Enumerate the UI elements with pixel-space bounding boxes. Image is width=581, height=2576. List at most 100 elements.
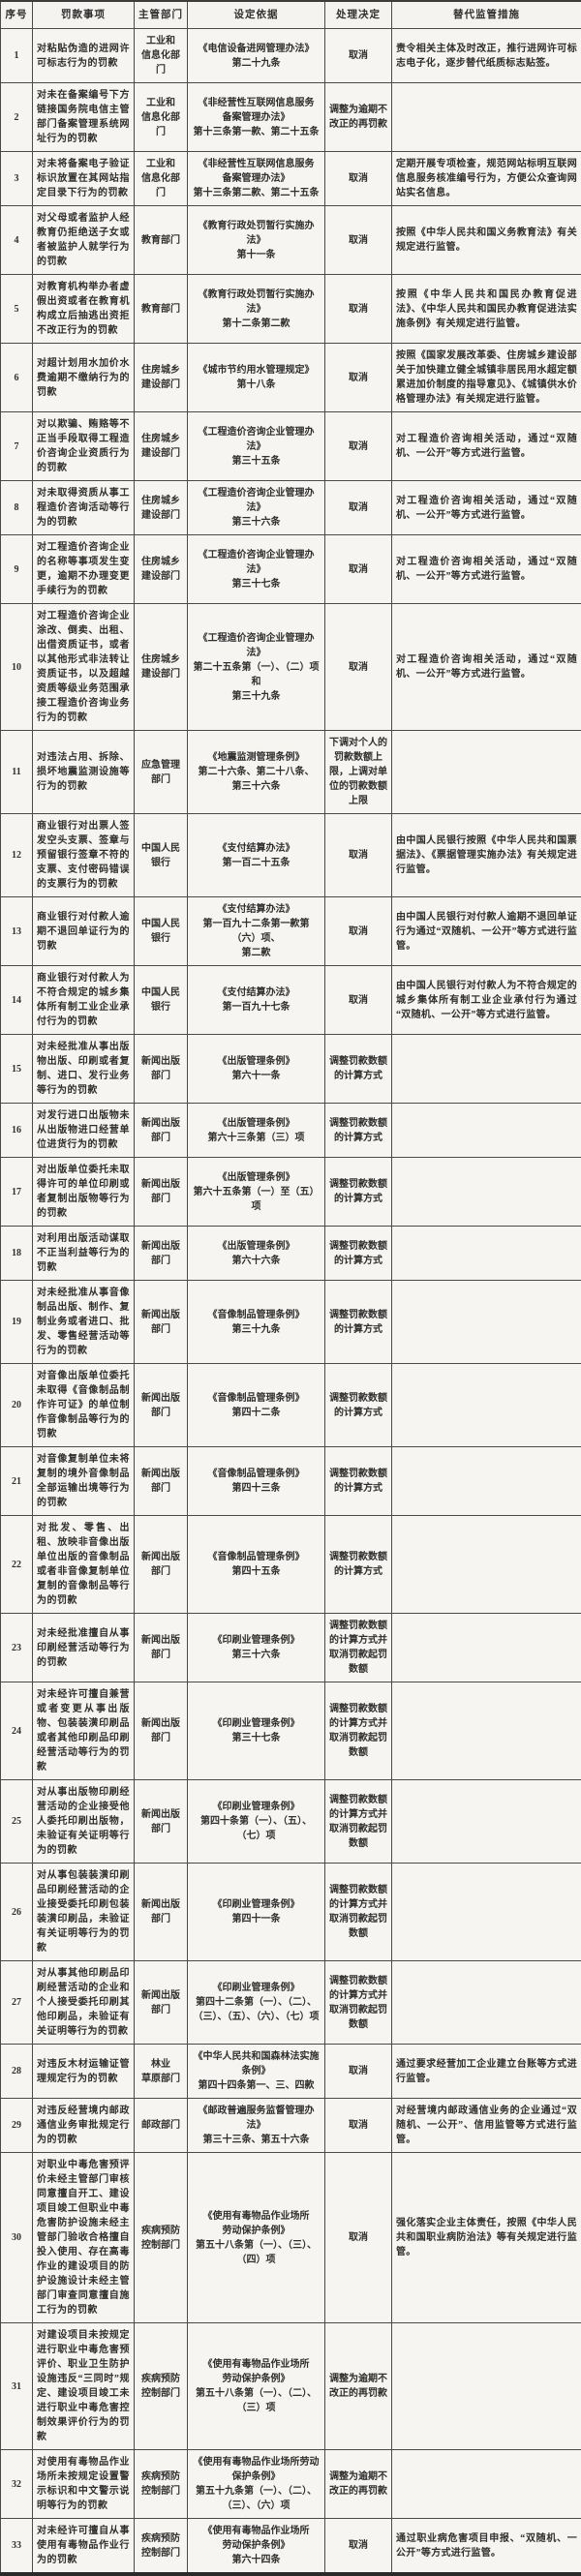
- item-cell: 对未将备案电子验证标识放置在其网站指定目录下行为的罚款: [33, 152, 135, 206]
- decision-cell: 调整罚款数额的计算方式并取消罚款起罚数额: [325, 1864, 392, 1961]
- decision-cell: 取消: [325, 2519, 392, 2575]
- item-cell: 对音像复制单位未将复制的境外音像制品全部运输出境等行为的罚款: [33, 1447, 135, 1516]
- item-cell: 对从事其他印刷品印刷经营活动的企业和个人接受委托印刷其他印刷品，未验证有关证明等…: [33, 1961, 135, 2045]
- measure-cell: 定期开展专项检查，规范网站标明互联网信息服务核准编号行为，方便公众查询网站实名信…: [392, 152, 581, 206]
- measure-cell: [392, 1447, 581, 1516]
- item-cell: 对粘贴伪造的进网许可标志行为的罚款: [33, 29, 135, 83]
- decision-cell: 取消: [325, 344, 392, 412]
- dept-cell: 新闻出版 部门: [135, 1158, 188, 1227]
- seq-cell: 14: [1, 966, 33, 1035]
- decision-cell: 取消: [325, 2153, 392, 2323]
- dept-cell: 中国人民 银行: [135, 966, 188, 1035]
- measure-cell: 通过职业病危害项目申报、“双随机、一公开”等方式进行监管。: [392, 2519, 581, 2575]
- basis-cell: 《支付结算办法》 第一百二十五条: [188, 814, 325, 897]
- dept-cell: 新闻出版 部门: [135, 1227, 188, 1281]
- header-row: 序号 罚款事项 主管部门 设定依据 处理决定 替代监管措施: [1, 1, 581, 29]
- decision-cell: 调整罚款数额的计算方式并取消罚款起罚数额: [325, 1614, 392, 1682]
- basis-cell: 《非经营性互联网信息服务 备案管理办法》 第十三条第二款、第二十五条: [188, 152, 325, 206]
- header-basis: 设定依据: [188, 1, 325, 29]
- basis-cell: 《印刷业管理条例》 第四十条第（一）、（五）、 （七）项: [188, 1780, 325, 1864]
- item-cell: 对建设项目未按规定进行职业中毒危害预评价、职业卫生防护设施违反“三同时”规定、建…: [33, 2323, 135, 2450]
- measure-cell: [392, 83, 581, 152]
- basis-cell: 《中华人民共和国森林法实施条例》 第四十四条第一、三、四款: [188, 2045, 325, 2099]
- basis-cell: 《教育行政处罚暂行实施办法》 第十一条: [188, 206, 325, 275]
- item-cell: 对使用有毒物品作业场所未按规定设置警示标识和中文警示说明等行为的罚款: [33, 2450, 135, 2519]
- seq-cell: 9: [1, 535, 33, 604]
- decision-cell: 调整罚款数额的计算方式: [325, 1281, 392, 1364]
- decision-cell: 调整为逾期不改正的再罚款: [325, 2323, 392, 2450]
- decision-cell: 调整罚款数额的计算方式: [325, 1364, 392, 1447]
- decision-cell: 取消: [325, 152, 392, 206]
- dept-cell: 中国人民 银行: [135, 897, 188, 966]
- basis-cell: 《地震监测管理条例》 第二十六条、第二十八条、 第三十六条: [188, 731, 325, 814]
- item-cell: 对未经批准从事出版物出版、印刷或者复制、进口、发行业务等行为的罚款: [33, 1035, 135, 1104]
- measure-cell: [392, 1614, 581, 1682]
- basis-cell: 《工程造价咨询企业管理办法》 第三十七条: [188, 535, 325, 604]
- item-cell: 对批发、零售、出租、放映非音像出版单位出版的音像制品或者非音像复制单位复制的音像…: [33, 1516, 135, 1614]
- basis-cell: 《出版管理条例》 第六十三条第（三）项: [188, 1104, 325, 1158]
- seq-cell: 15: [1, 1035, 33, 1104]
- decision-cell: 调整罚款数额的计算方式: [325, 1104, 392, 1158]
- basis-cell: 《音像制品管理条例》 第四十二条: [188, 1364, 325, 1447]
- seq-cell: 27: [1, 1961, 33, 2045]
- measure-cell: 责令相关主体及时改正，推行进网许可标志电子化，逐步替代纸质标志贴签。: [392, 29, 581, 83]
- basis-cell: 《使用有毒物品作业场所劳动保护条例》 第五十九条第（一）、（二）、 （三）、（六…: [188, 2450, 325, 2519]
- measure-cell: 按照《国家发展改革委、住房城乡建设部关于加快建立健全城镇非居民用水超定额累进加价…: [392, 344, 581, 412]
- basis-cell: 《音像制品管理条例》 第三十九条: [188, 1281, 325, 1364]
- dept-cell: 住房城乡 建设部门: [135, 604, 188, 731]
- dept-cell: 疾病预防 控制部门: [135, 2153, 188, 2323]
- table-header: 序号 罚款事项 主管部门 设定依据 处理决定 替代监管措施: [1, 1, 581, 29]
- dept-cell: 新闻出版 部门: [135, 1516, 188, 1614]
- dept-cell: 住房城乡 建设部门: [135, 535, 188, 604]
- decision-cell: 取消: [325, 2045, 392, 2099]
- header-dept: 主管部门: [135, 1, 188, 29]
- item-cell: 对未取得资质从事工程造价咨询活动等行为的罚款: [33, 481, 135, 535]
- decision-cell: 取消: [325, 481, 392, 535]
- basis-cell: 《支付结算办法》 第一百九十七条: [188, 966, 325, 1035]
- decision-cell: 调整罚款数额的计算方式: [325, 1035, 392, 1104]
- item-cell: 对未经许可擅自从事使用有毒物品作业行为的罚款: [33, 2519, 135, 2575]
- dept-cell: 教育部门: [135, 275, 188, 344]
- item-cell: 对超计划用水加价水费逾期不缴纳行为的罚款: [33, 344, 135, 412]
- item-cell: 商业银行对出票人签发空头支票、签章与预留银行签章不符的支票、支付密码错误的支票行…: [33, 814, 135, 897]
- measure-cell: 按照《中华人民共和国义务教育法》有关规定进行监管。: [392, 206, 581, 275]
- basis-cell: 《教育行政处罚暂行实施办法》 第十二条第二款: [188, 275, 325, 344]
- measure-cell: [392, 1682, 581, 1780]
- item-cell: 对出版单位委托未取得许可的单位印刷或者复制出版物等行为的罚款: [33, 1158, 135, 1227]
- measure-cell: [392, 1961, 581, 2045]
- header-measure: 替代监管措施: [392, 1, 581, 29]
- measure-cell: [392, 1227, 581, 1281]
- basis-cell: 《音像制品管理条例》 第四十五条: [188, 1516, 325, 1614]
- basis-cell: 《印刷业管理条例》 第三十七条: [188, 1682, 325, 1780]
- decision-cell: 取消: [325, 412, 392, 481]
- item-cell: 对发行进口出版物未从出版物进口经营单位进货行为的罚款: [33, 1104, 135, 1158]
- seq-cell: 24: [1, 1682, 33, 1780]
- item-cell: 对未经批准从事音像制品出版、制作、复制业务或者进口、批发、零售经营活动等行为的罚…: [33, 1281, 135, 1364]
- decision-cell: 调整为逾期不改正的再罚款: [325, 83, 392, 152]
- basis-cell: 《出版管理条例》 第六十六条: [188, 1227, 325, 1281]
- basis-cell: 《印刷业管理条例》 第三十六条: [188, 1614, 325, 1682]
- seq-cell: 11: [1, 731, 33, 814]
- measure-cell: 对工程造价咨询相关活动，通过“双随机、一公开”等方式进行监管。: [392, 535, 581, 604]
- seq-cell: 22: [1, 1516, 33, 1614]
- basis-cell: 《电信设备进网管理办法》 第二十九条: [188, 29, 325, 83]
- seq-cell: 33: [1, 2519, 33, 2575]
- basis-cell: 《使用有毒物品作业场所 劳动保护条例》 第五十八条第（一）、（三）、 （四）项: [188, 2153, 325, 2323]
- decision-cell: 取消: [325, 897, 392, 966]
- decision-cell: 调整罚款数额的计算方式: [325, 1516, 392, 1614]
- seq-cell: 18: [1, 1227, 33, 1281]
- basis-cell: 《出版管理条例》 第六十一条: [188, 1035, 325, 1104]
